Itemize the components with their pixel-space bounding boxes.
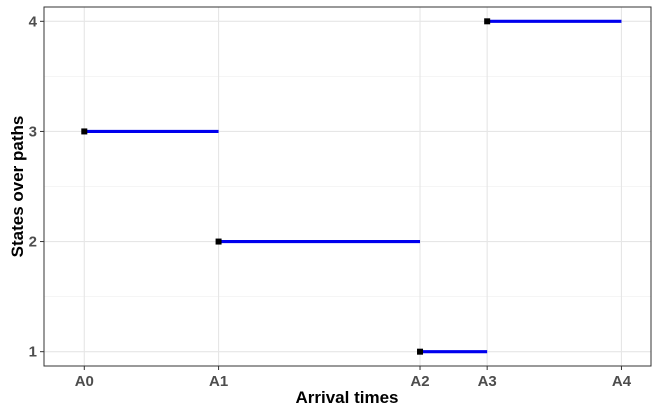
segment-start-point — [215, 238, 222, 245]
panel-border — [43, 6, 652, 367]
x-tick-label: A3 — [478, 373, 497, 390]
segment-start-point — [484, 18, 491, 25]
axes: 1 2 3 4 A0 A1 A2 A3 A4 — [29, 13, 632, 390]
y-tick-label: 1 — [29, 344, 37, 361]
grid — [44, 7, 651, 366]
y-axis-title: States over paths — [8, 116, 27, 258]
x-tick-label: A2 — [410, 373, 429, 390]
y-tick-label: 2 — [29, 234, 37, 251]
x-tick-label: A1 — [209, 373, 228, 390]
y-tick-label: 3 — [29, 123, 37, 140]
y-tick-label: 4 — [29, 13, 38, 30]
x-tick-label: A0 — [75, 373, 94, 390]
x-tick-label: A4 — [612, 373, 632, 390]
data-layer — [81, 18, 622, 355]
x-axis-title: Arrival times — [296, 388, 399, 407]
segment-start-point — [417, 348, 424, 355]
segment-start-point — [81, 128, 88, 135]
